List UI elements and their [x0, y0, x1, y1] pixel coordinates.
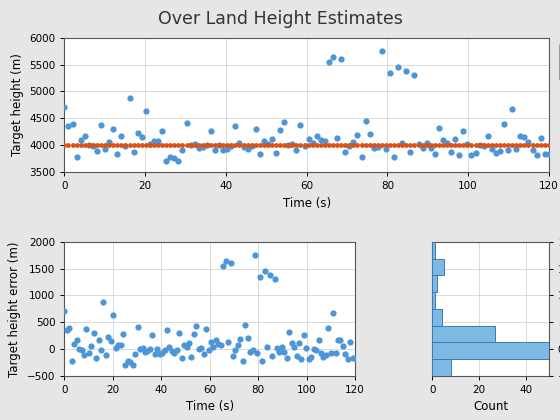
Bar: [432, 258, 444, 275]
Error: [225, 339, 231, 344]
Error: [347, 340, 353, 345]
Estimated: [175, 158, 182, 163]
Line: Error: Error: [61, 252, 358, 368]
Error: [266, 273, 273, 278]
Error: [251, 253, 258, 258]
Truth: [61, 143, 68, 148]
Bar: [432, 359, 451, 376]
X-axis label: Time (s): Time (s): [186, 401, 234, 413]
Truth: [192, 143, 198, 148]
Estimated: [334, 135, 340, 140]
Estimated: [379, 49, 385, 54]
Y-axis label: Target height error (m): Target height error (m): [8, 241, 21, 377]
X-axis label: Count: Count: [473, 401, 508, 413]
Text: Over Land Height Estimates: Over Land Height Estimates: [157, 10, 403, 29]
Error: [129, 362, 136, 367]
Estimated: [195, 145, 202, 150]
Estimated: [403, 68, 410, 74]
Line: Truth: Truth: [62, 143, 551, 147]
Bar: [432, 242, 435, 258]
Y-axis label: Target height (m): Target height (m): [11, 53, 24, 156]
Truth: [545, 143, 552, 148]
Bar: [432, 326, 495, 342]
X-axis label: Time (s): Time (s): [283, 197, 330, 210]
Estimated: [61, 105, 68, 110]
Legend: Estimated, Truth: Estimated, Truth: [559, 43, 560, 80]
Line: Estimated: Estimated: [61, 48, 552, 164]
Estimated: [163, 158, 170, 163]
Truth: [163, 143, 170, 148]
Truth: [330, 143, 337, 148]
Error: [296, 341, 302, 346]
Truth: [395, 143, 402, 148]
Truth: [529, 143, 536, 148]
Estimated: [537, 136, 544, 141]
Error: [61, 308, 68, 313]
Bar: [432, 309, 442, 326]
Error: [122, 362, 129, 367]
Estimated: [452, 136, 459, 142]
Error: [352, 355, 358, 360]
Bar: [432, 275, 437, 292]
Error: [142, 349, 148, 354]
Truth: [444, 143, 450, 148]
Bar: [432, 292, 435, 309]
Estimated: [545, 152, 552, 157]
Bar: [432, 342, 560, 359]
